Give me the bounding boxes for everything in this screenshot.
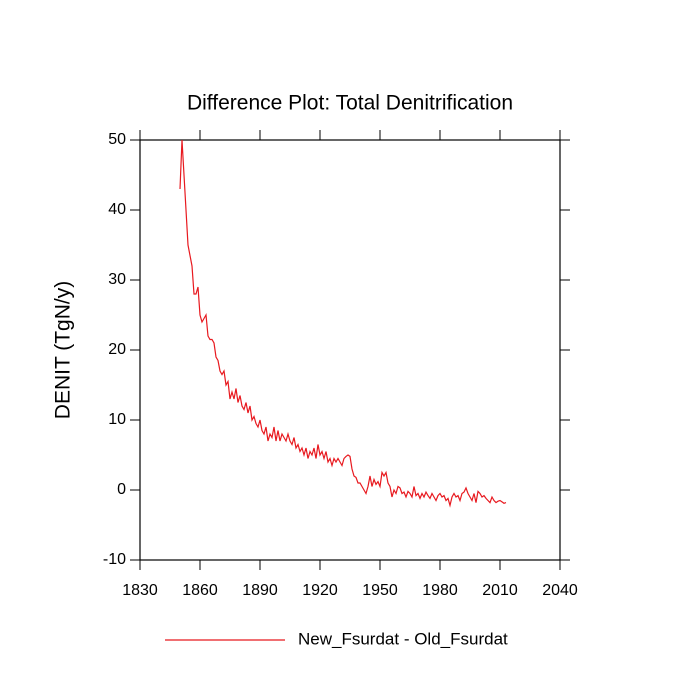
chart-title: Difference Plot: Total Denitrification bbox=[187, 92, 513, 115]
x-tick-label: 1980 bbox=[422, 582, 458, 599]
legend-label: New_Fsurdat - Old_Fsurdat bbox=[298, 629, 508, 648]
y-tick-label: 30 bbox=[108, 271, 126, 288]
x-tick-label: 1950 bbox=[362, 582, 398, 599]
y-tick-label: -10 bbox=[103, 551, 126, 568]
y-tick-label: 40 bbox=[108, 201, 126, 218]
y-tick-label: 0 bbox=[117, 481, 126, 498]
x-tick-label: 2040 bbox=[542, 582, 578, 599]
x-tick-label: 1890 bbox=[242, 582, 278, 599]
y-tick-label: 50 bbox=[108, 131, 126, 148]
plot-frame bbox=[139, 139, 561, 561]
y-tick-label: 10 bbox=[108, 411, 126, 428]
x-tick-label: 2010 bbox=[482, 582, 518, 599]
data-line bbox=[179, 139, 507, 508]
y-tick-label: 20 bbox=[108, 341, 126, 358]
y-axis-label: DENIT (TgN/y) bbox=[52, 281, 75, 419]
x-tick-label: 1860 bbox=[182, 582, 218, 599]
x-tick-label: 1920 bbox=[302, 582, 338, 599]
x-tick-label: 1830 bbox=[122, 582, 158, 599]
